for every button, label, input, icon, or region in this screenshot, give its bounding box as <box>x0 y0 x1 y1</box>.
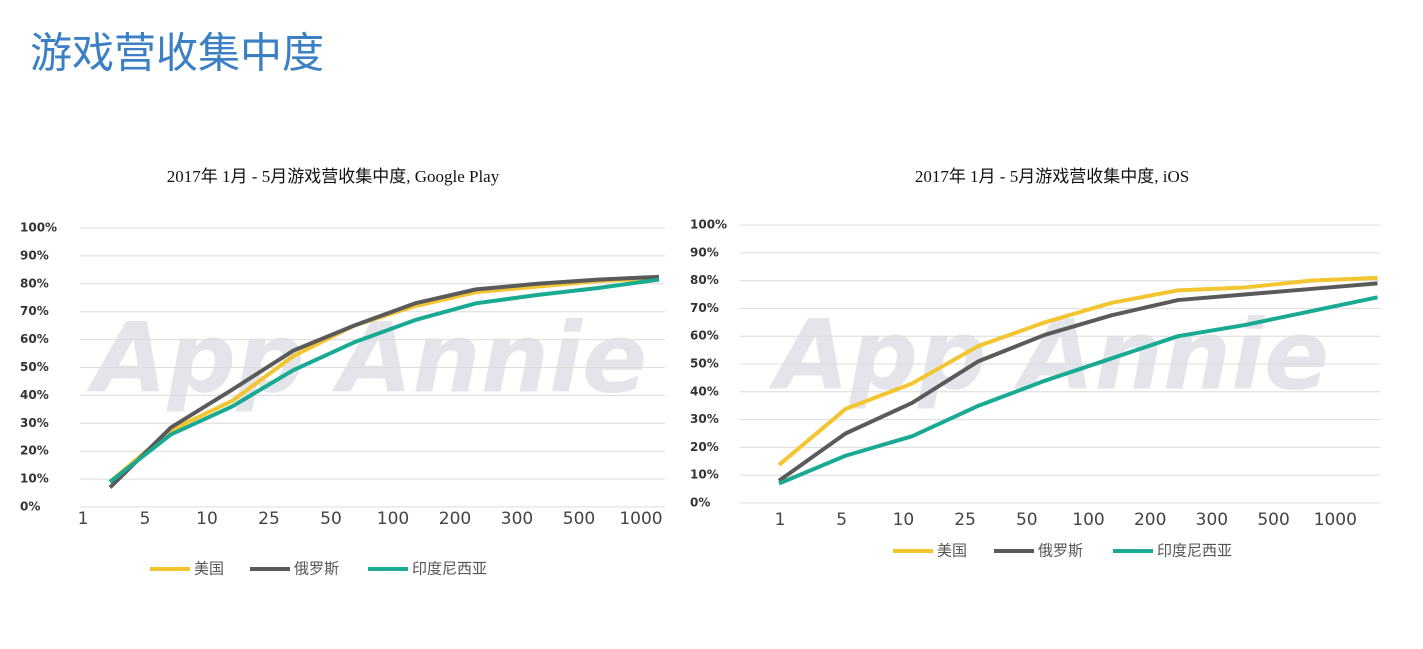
y-tick-label: 60% <box>690 329 719 343</box>
y-tick-label: 90% <box>20 248 49 262</box>
watermark: App Annie <box>768 299 1329 411</box>
series-line <box>108 274 660 489</box>
y-tick-label: 100% <box>690 218 727 232</box>
y-tick-label: 80% <box>690 273 719 287</box>
legend-label: 印度尼西亚 <box>412 560 487 578</box>
legend-label: 美国 <box>937 542 967 560</box>
y-tick-label: 10% <box>20 472 49 486</box>
x-tick-label: 100 <box>377 509 409 529</box>
x-tick-label: 50 <box>1016 510 1038 530</box>
x-tick-label: 1000 <box>619 509 662 529</box>
y-tick-label: 0% <box>20 500 40 514</box>
series-line <box>777 281 1378 483</box>
series-line <box>778 295 1378 486</box>
y-tick-label: 40% <box>690 384 719 398</box>
y-tick-label: 80% <box>20 276 49 290</box>
y-tick-label: 30% <box>20 416 49 430</box>
y-tick-label: 50% <box>690 357 719 371</box>
series-line <box>777 275 1378 467</box>
y-tick-label: 50% <box>20 360 49 374</box>
x-tick-label: 100 <box>1072 510 1104 530</box>
x-tick-label: 500 <box>563 509 595 529</box>
x-tick-label: 1000 <box>1314 510 1357 530</box>
chart-title: 2017年 1月 - 5月游戏营收集中度, Google Play <box>167 167 500 186</box>
y-tick-label: 20% <box>690 440 719 454</box>
legend-label: 俄罗斯 <box>1038 542 1083 560</box>
x-tick-label: 300 <box>1196 510 1228 530</box>
x-tick-label: 200 <box>439 509 471 529</box>
legend-label: 美国 <box>194 560 224 578</box>
y-tick-label: 20% <box>20 444 49 458</box>
x-tick-label: 5 <box>140 509 151 529</box>
y-tick-label: 70% <box>20 304 49 318</box>
x-tick-label: 500 <box>1257 510 1289 530</box>
x-tick-label: 200 <box>1134 510 1166 530</box>
y-tick-label: 70% <box>690 301 719 315</box>
y-tick-label: 60% <box>20 332 49 346</box>
x-tick-label: 1 <box>775 510 786 530</box>
chart-title: 2017年 1月 - 5月游戏营收集中度, iOS <box>915 167 1189 186</box>
y-tick-label: 30% <box>690 412 719 426</box>
legend-label: 俄罗斯 <box>294 560 339 578</box>
x-tick-label: 10 <box>196 509 218 529</box>
y-tick-label: 100% <box>20 221 57 235</box>
y-tick-label: 90% <box>690 245 719 259</box>
legend-label: 印度尼西亚 <box>1157 542 1232 560</box>
slide-title: 游戏营收集中度 <box>30 29 324 78</box>
x-tick-label: 300 <box>501 509 533 529</box>
y-tick-label: 40% <box>20 388 49 402</box>
x-tick-label: 1 <box>78 509 89 529</box>
x-tick-label: 25 <box>954 510 976 530</box>
y-tick-label: 10% <box>690 468 719 482</box>
y-tick-label: 0% <box>690 496 710 510</box>
x-tick-label: 25 <box>258 509 280 529</box>
x-tick-label: 5 <box>836 510 847 530</box>
x-tick-label: 50 <box>320 509 342 529</box>
x-tick-label: 10 <box>893 510 915 530</box>
series-line <box>108 277 660 484</box>
